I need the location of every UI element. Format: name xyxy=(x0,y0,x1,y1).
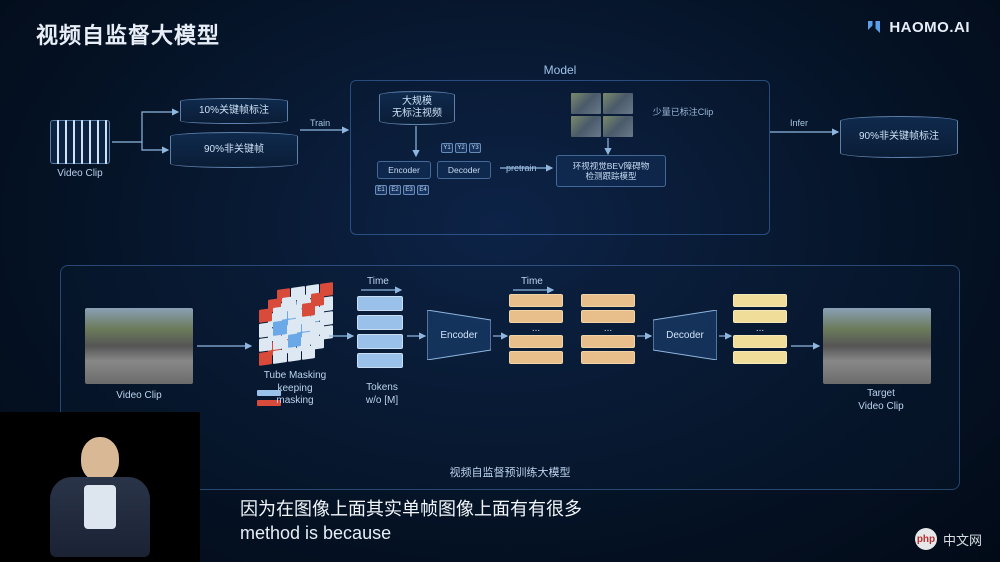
bev-model-box: 环视视觉BEV障碍物 检测跟踪模型 xyxy=(556,155,666,187)
token xyxy=(357,353,403,368)
video-clip-label: Video Clip xyxy=(50,168,110,179)
brand-text: HAOMO.AI xyxy=(889,19,970,36)
model-box: Model 大规模 无标注视频 Encoder Decoder E1 E2 E3… xyxy=(350,80,770,235)
watermark-badge: php xyxy=(915,528,937,550)
enc-chip: E1 xyxy=(375,185,387,195)
encoder-box: Encoder xyxy=(377,161,431,179)
thumb xyxy=(571,116,601,137)
enc-chip: E3 xyxy=(403,185,415,195)
logo-icon xyxy=(865,18,883,36)
subtitle: 因为在图像上面其实单帧图像上面有有很多 method is because xyxy=(240,495,860,544)
feat-col-3: ... xyxy=(733,294,787,364)
dec-chip: Y3 xyxy=(469,143,481,153)
thumb xyxy=(571,93,601,114)
presenter-figure xyxy=(45,437,155,562)
input-video-frame xyxy=(85,308,193,384)
decoder-trap: Decoder xyxy=(653,310,717,360)
train-label: Train xyxy=(310,118,330,128)
cyl-90pct: 90%非关键帧 xyxy=(170,132,298,168)
watermark-text: 中文网 xyxy=(943,530,982,549)
cyl-10pct: 10%关键帧标注 xyxy=(180,98,288,124)
subtitle-en: method is because xyxy=(240,523,860,544)
token xyxy=(357,315,403,330)
input-video-label: Video Clip xyxy=(109,390,169,403)
tokens-label: Tokens w/o [M] xyxy=(357,382,407,407)
time2-label: Time xyxy=(521,276,543,289)
encoder-trap: Encoder xyxy=(427,310,491,360)
tokens-col xyxy=(357,296,403,368)
model-label: Model xyxy=(544,63,577,77)
tube-label: Tube Masking keeping masking xyxy=(255,370,335,408)
page-title: 视频自监督大模型 xyxy=(36,18,220,50)
decoder-box: Decoder xyxy=(437,161,491,179)
top-flow: Video Clip 10%关键帧标注 90%非关键帧 Train Model … xyxy=(50,80,960,250)
pretrain-label: pretrain xyxy=(506,163,537,173)
subtitle-cn: 因为在图像上面其实单帧图像上面有有很多 xyxy=(240,495,860,521)
token xyxy=(357,334,403,349)
watermark: php 中文网 xyxy=(915,528,982,550)
encoder-inputs: E1 E2 E3 E4 xyxy=(375,185,429,195)
token xyxy=(357,296,403,311)
labeled-clip-thumbs xyxy=(571,93,633,137)
brand-logo: HAOMO.AI xyxy=(865,18,970,36)
few-clip-label: 少量已标注Clip xyxy=(643,105,723,118)
enc-chip: E4 xyxy=(417,185,429,195)
dec-chip: Y2 xyxy=(455,143,467,153)
target-video-frame xyxy=(823,308,931,384)
enc-chip: E2 xyxy=(389,185,401,195)
infer-label: Infer xyxy=(790,118,808,128)
cyl-unlabeled: 大规模 无标注视频 xyxy=(379,91,455,125)
target-label: Target Video Clip xyxy=(841,388,921,413)
cyl-output: 90%非关键帧标注 xyxy=(840,116,958,158)
presenter-video xyxy=(0,412,200,562)
video-clip-input: Video Clip xyxy=(50,120,110,179)
thumb xyxy=(603,116,633,137)
time1-label: Time xyxy=(367,276,389,289)
feat-col-1: ... xyxy=(509,294,563,364)
feat-col-2: ... xyxy=(581,294,635,364)
thumb xyxy=(603,93,633,114)
dec-chip: Y1 xyxy=(441,143,453,153)
decoder-outputs: Y1 Y2 Y3 xyxy=(441,143,481,153)
bottom-caption: 视频自监督预训练大模型 xyxy=(450,467,571,481)
